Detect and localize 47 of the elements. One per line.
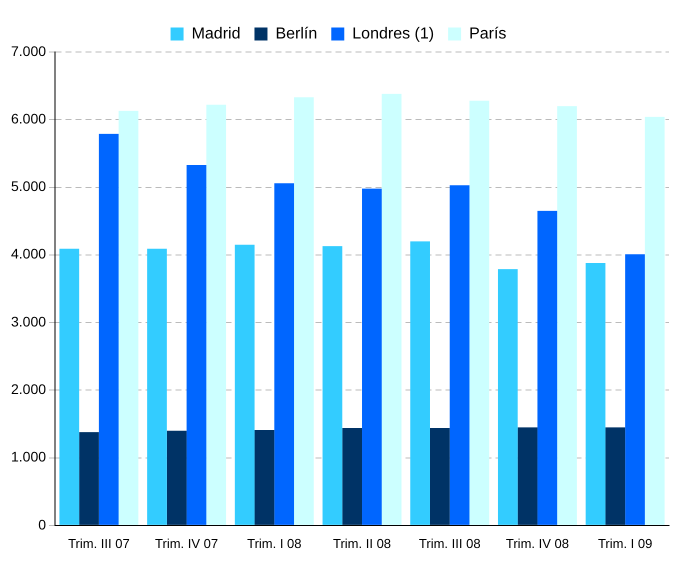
legend-label: Londres (1): [352, 25, 434, 42]
bar: [274, 183, 294, 525]
bar: [362, 188, 382, 525]
y-tick-label: 0: [38, 516, 46, 532]
bar: [342, 428, 362, 525]
x-tick-label: Trim. IV 08: [506, 536, 569, 551]
bar: [537, 210, 558, 525]
bar: [450, 185, 470, 525]
bar: [234, 244, 255, 525]
y-tick-label: 1.000: [10, 448, 46, 465]
bar: [498, 269, 518, 525]
y-tick-label: 3.000: [10, 313, 46, 330]
y-tick-label: 5.000: [10, 178, 46, 194]
bar: [430, 428, 450, 525]
bar: [79, 432, 99, 525]
bar: [98, 134, 119, 525]
x-tick-label: Trim. III 07: [68, 536, 130, 551]
x-tick-label: Trim. III 08: [418, 536, 481, 551]
bar: [118, 110, 138, 525]
legend-label: Madrid: [192, 25, 240, 42]
bar: [557, 106, 577, 525]
bar: [254, 430, 274, 525]
legend-label: Berlín: [275, 25, 318, 42]
y-tick-label: 6.000: [10, 110, 46, 126]
y-tick-label: 2.000: [10, 381, 46, 397]
bar: [294, 97, 314, 525]
bar: [644, 116, 665, 525]
bar: [625, 254, 645, 525]
bar: [59, 248, 80, 525]
bar: [605, 427, 626, 525]
x-tick-label: Trim. IV 07: [155, 536, 218, 551]
bar: [469, 100, 490, 525]
y-tick-label: 4.000: [10, 246, 46, 262]
bar: [518, 427, 538, 525]
bar: [206, 104, 226, 525]
bar: [382, 94, 402, 525]
y-tick-label: 7.000: [10, 42, 46, 59]
x-tick-label: Trim. I 08: [247, 536, 302, 551]
bar: [586, 263, 606, 525]
x-tick-label: Trim. I 09: [598, 536, 652, 551]
bar: [410, 241, 430, 525]
bar: [166, 430, 187, 525]
bar: [186, 164, 206, 525]
x-tick-label: Trim. II 08: [333, 536, 392, 551]
legend-label: París: [469, 25, 506, 42]
bar: [322, 246, 342, 525]
bar: [147, 248, 167, 525]
